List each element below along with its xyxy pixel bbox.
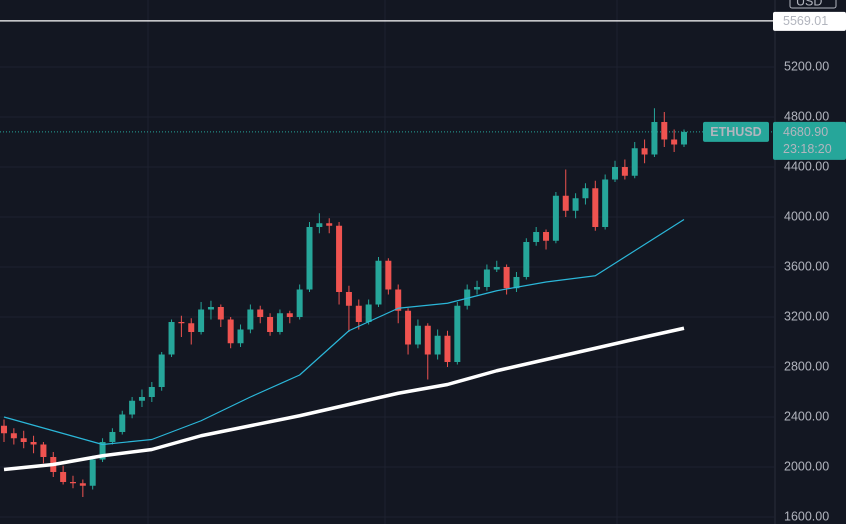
y-tick-label: 3200.00	[784, 309, 829, 323]
candle-body	[286, 313, 293, 317]
candle-body	[375, 260, 382, 305]
candle-body	[582, 188, 589, 199]
y-tick-label: 4000.00	[784, 209, 829, 223]
candle-body	[395, 289, 402, 311]
candle-body	[405, 310, 412, 345]
candle-body	[99, 442, 106, 460]
candle-body	[198, 309, 205, 332]
candle-body	[414, 325, 421, 345]
candle-body	[1, 425, 7, 434]
candle-body	[572, 198, 579, 211]
candle-body	[109, 432, 116, 442]
candle-body	[523, 242, 530, 277]
candle-body	[483, 269, 490, 287]
candle-body	[631, 148, 638, 176]
symbol-box	[703, 121, 769, 142]
candle-body	[326, 223, 333, 226]
candle-body	[602, 179, 609, 227]
candle-body	[552, 195, 559, 241]
y-tick-label: 2800.00	[784, 359, 829, 373]
candle-body	[20, 438, 27, 442]
currency-label: USD	[796, 0, 822, 8]
candle-body	[651, 122, 658, 155]
candle-body	[276, 313, 283, 332]
candle-body	[296, 289, 303, 317]
candle-body	[158, 354, 165, 387]
y-tick-label: 1600.00	[784, 509, 829, 523]
candle-body	[207, 307, 214, 310]
candle-body	[60, 472, 67, 482]
candle-body	[513, 277, 520, 289]
last-price-label: 4680.90	[783, 125, 828, 139]
price-line-box	[773, 11, 846, 31]
candle-body	[503, 267, 510, 289]
currency-box	[789, 0, 837, 9]
y-tick-label: 4800.00	[784, 109, 829, 123]
candle-body	[434, 335, 441, 355]
candle-body	[257, 309, 264, 317]
y-tick-label: 2400.00	[784, 409, 829, 423]
y-tick-label: 4400.00	[784, 159, 829, 173]
candle-body	[612, 167, 619, 180]
candle-body	[533, 232, 540, 242]
candle-body	[306, 227, 313, 290]
candle-body	[316, 223, 323, 227]
candle-body	[454, 305, 461, 362]
candle-body	[543, 232, 550, 241]
candle-body	[365, 304, 372, 322]
y-tick-label: 2000.00	[784, 459, 829, 473]
candle-body	[681, 131, 687, 145]
candle-body	[188, 323, 195, 332]
candle-body	[621, 167, 628, 176]
candle-body	[10, 433, 17, 439]
candle-body	[119, 414, 126, 432]
moving-average	[3, 218, 685, 446]
candle-body	[267, 317, 274, 332]
candle-body	[237, 329, 244, 344]
candle-body	[562, 195, 569, 211]
candle-body	[148, 387, 155, 397]
symbol-label: ETHUSD	[710, 125, 761, 139]
candle-body	[424, 325, 431, 355]
candle-body	[69, 482, 76, 484]
countdown-label: 23:18:20	[783, 142, 832, 156]
candle-body	[178, 322, 185, 324]
last-price-box	[773, 121, 846, 160]
candle-body	[89, 459, 96, 486]
candle-body	[79, 483, 86, 486]
y-tick-label: 5200.00	[784, 59, 829, 73]
candle-body	[336, 225, 343, 292]
candle-body	[40, 444, 47, 457]
candle-body	[493, 267, 500, 270]
price-line-label: 5569.01	[783, 14, 828, 28]
candle-body	[671, 139, 678, 145]
candle-body	[227, 319, 234, 344]
candle-body	[129, 400, 136, 415]
candle-body	[464, 289, 471, 306]
candle-body	[641, 148, 648, 155]
candle-body	[30, 442, 37, 445]
candle-body	[138, 397, 145, 401]
candle-body	[385, 260, 392, 290]
candle-body	[247, 309, 254, 330]
candle-body	[661, 122, 668, 140]
candle-body	[217, 307, 224, 320]
candle-body	[355, 305, 362, 322]
candle-body	[592, 188, 599, 227]
candle-body	[444, 335, 451, 362]
candle-body	[168, 322, 175, 355]
candle-body	[345, 292, 352, 306]
moving-average	[3, 326, 685, 472]
y-tick-label: 3600.00	[784, 259, 829, 273]
candle-body	[474, 287, 481, 290]
